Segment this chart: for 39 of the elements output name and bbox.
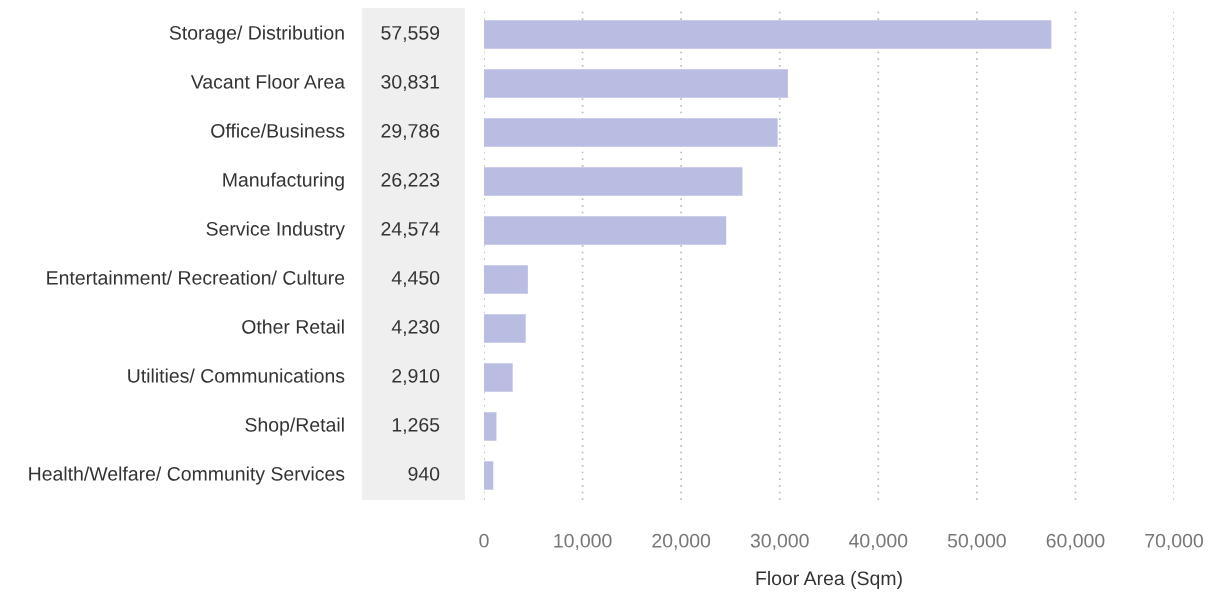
y-tick-label: Vacant Floor Area	[190, 74, 346, 89]
data-label: 2,910	[392, 368, 440, 386]
y-tick-label: Other Retail	[242, 319, 344, 334]
data-label: 30,831	[381, 74, 440, 92]
x-axis-title: Floor Area (Sqm)	[756, 570, 902, 590]
y-tick-label: Manufacturing	[223, 172, 344, 191]
data-label: 4,450	[391, 270, 440, 288]
y-tick-label: Utilities/ Communications	[128, 368, 345, 383]
bar	[484, 363, 513, 392]
data-label: 940	[408, 466, 440, 481]
x-tick-label: 10,000	[554, 533, 612, 550]
y-tick-label: Office/Business	[211, 123, 345, 138]
y-tick-label: Health/Welfare/ Community Services	[29, 466, 345, 485]
bar	[484, 412, 497, 441]
y-tick-label: Service Industry	[206, 221, 345, 240]
x-tick-label: 30,000	[750, 533, 809, 550]
bar	[484, 216, 727, 245]
y-tick-label: Storage/ Distribution	[169, 25, 344, 44]
data-label: 24,574	[381, 221, 440, 239]
x-tick-label: 0	[479, 533, 489, 548]
x-tick-label: 20,000	[652, 533, 711, 550]
data-label: 26,223	[381, 172, 440, 190]
y-tick-label: Shop/Retail	[245, 417, 344, 436]
data-label: 1,265	[392, 417, 440, 435]
x-tick-label: 50,000	[947, 533, 1006, 550]
x-tick-label: 60,000	[1046, 533, 1105, 550]
bar	[484, 167, 743, 196]
x-tick-label: 40,000	[849, 533, 908, 550]
bar	[484, 118, 778, 147]
data-label: 57,559	[381, 25, 440, 43]
x-tick-label: 70,000	[1145, 533, 1203, 550]
y-tick-label: Entertainment/ Recreation/ Culture	[47, 270, 345, 285]
data-label: 29,786	[381, 123, 440, 141]
bar	[484, 20, 1052, 49]
bar	[484, 461, 494, 490]
bar	[484, 69, 788, 98]
data-label: 4,230	[391, 319, 440, 337]
bar	[484, 265, 528, 294]
bar	[484, 314, 526, 343]
